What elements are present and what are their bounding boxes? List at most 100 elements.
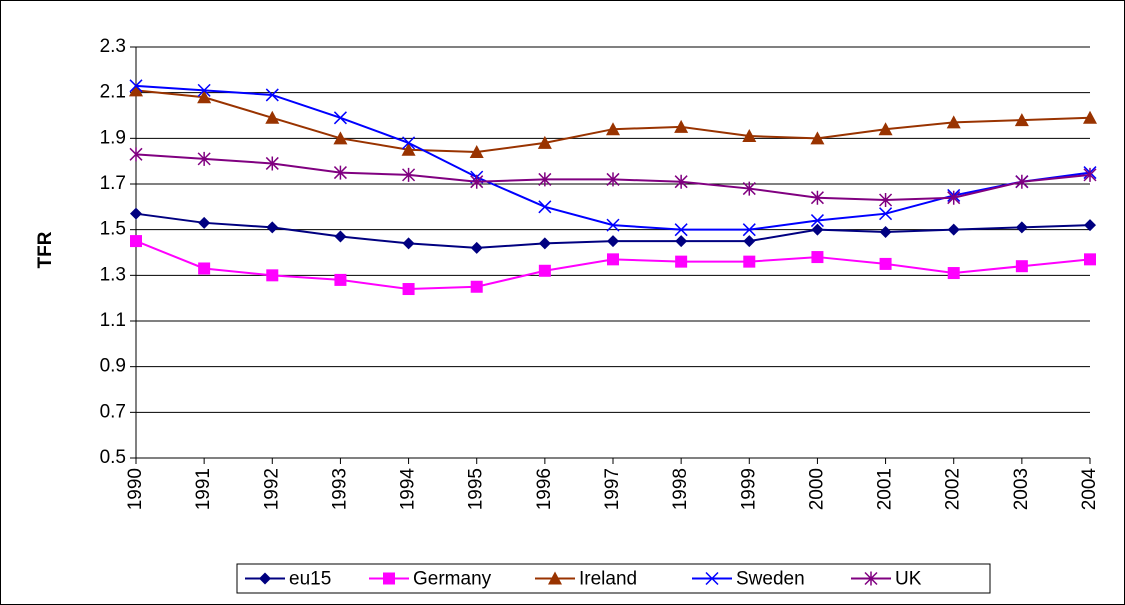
marker: [333, 111, 347, 125]
marker: [743, 255, 756, 268]
marker: [742, 223, 756, 237]
marker: [879, 207, 893, 221]
marker: [674, 174, 688, 189]
x-tick-label: 1992: [261, 468, 282, 510]
y-tick-label: 1.7: [100, 173, 126, 194]
marker: [538, 264, 551, 277]
marker: [130, 207, 142, 220]
marker: [947, 223, 960, 236]
marker: [1015, 260, 1028, 273]
marker: [197, 83, 211, 97]
legend-label: Germany: [413, 569, 492, 590]
x-tick-label: 2000: [806, 468, 827, 510]
marker: [334, 230, 347, 243]
marker: [469, 145, 484, 159]
marker: [1084, 253, 1096, 266]
marker: [947, 267, 960, 280]
marker: [675, 235, 688, 248]
marker: [470, 174, 484, 189]
marker: [607, 253, 619, 266]
marker: [811, 223, 824, 236]
marker: [743, 235, 756, 248]
marker: [266, 221, 279, 234]
marker: [864, 571, 878, 586]
marker: [197, 90, 212, 104]
marker: [810, 131, 825, 145]
y-tick-label: 2.3: [100, 36, 126, 57]
marker: [742, 181, 756, 196]
x-tick-label: 1996: [534, 468, 555, 510]
marker: [402, 136, 416, 150]
x-tick-label: 1991: [193, 468, 214, 510]
x-tick-label: 2003: [1011, 468, 1032, 510]
marker: [607, 235, 619, 248]
marker: [129, 83, 143, 97]
y-tick-label: 2.1: [100, 82, 126, 103]
y-tick-label: 0.7: [100, 401, 126, 422]
marker: [606, 122, 620, 136]
marker: [402, 237, 415, 250]
marker: [333, 165, 347, 180]
marker: [334, 273, 347, 286]
legend-label: Sweden: [736, 569, 805, 590]
marker: [333, 131, 348, 145]
marker: [538, 200, 552, 214]
marker: [879, 257, 892, 270]
marker: [606, 172, 620, 187]
x-tick-label: 2002: [943, 468, 964, 510]
marker: [1083, 110, 1097, 124]
marker: [266, 269, 279, 282]
marker: [1014, 113, 1029, 127]
y-tick-label: 1.3: [100, 264, 126, 285]
y-axis-label: TFR: [35, 231, 56, 268]
marker: [129, 79, 143, 93]
legend-label: eu15: [289, 569, 331, 590]
marker: [402, 167, 416, 182]
y-tick-label: 0.9: [100, 356, 126, 377]
marker: [130, 235, 142, 248]
marker: [606, 218, 620, 232]
marker: [1084, 219, 1096, 232]
marker: [265, 156, 279, 171]
y-tick-label: 0.5: [100, 447, 126, 468]
marker: [537, 135, 552, 149]
y-tick-label: 1.5: [100, 219, 126, 240]
y-tick-label: 1.9: [100, 127, 126, 148]
marker: [197, 151, 211, 166]
marker: [470, 280, 483, 293]
x-tick-label: 1994: [398, 468, 419, 511]
marker: [742, 129, 757, 143]
x-tick-label: 1993: [329, 468, 350, 510]
marker: [538, 172, 552, 187]
x-tick-label: 1999: [738, 468, 759, 510]
marker: [129, 147, 143, 162]
marker: [674, 119, 689, 133]
marker: [470, 241, 483, 254]
marker: [538, 237, 551, 250]
x-tick-label: 2004: [1079, 468, 1100, 511]
marker: [548, 571, 562, 585]
legend-label: UK: [895, 569, 922, 590]
marker: [402, 283, 415, 296]
marker: [810, 190, 824, 205]
marker: [811, 251, 824, 264]
marker: [879, 192, 893, 207]
marker: [198, 216, 211, 229]
marker: [1015, 174, 1029, 189]
marker: [878, 122, 893, 136]
marker: [265, 110, 280, 124]
y-tick-label: 1.1: [100, 310, 126, 331]
marker: [383, 572, 395, 585]
marker: [947, 190, 961, 205]
legend-label: Ireland: [579, 569, 637, 590]
x-tick-label: 1995: [466, 468, 487, 510]
marker: [675, 255, 688, 268]
marker: [1083, 167, 1097, 182]
x-tick-label: 1990: [125, 468, 146, 510]
marker: [810, 214, 824, 228]
marker: [265, 88, 279, 102]
marker: [674, 223, 688, 237]
marker: [946, 115, 961, 129]
